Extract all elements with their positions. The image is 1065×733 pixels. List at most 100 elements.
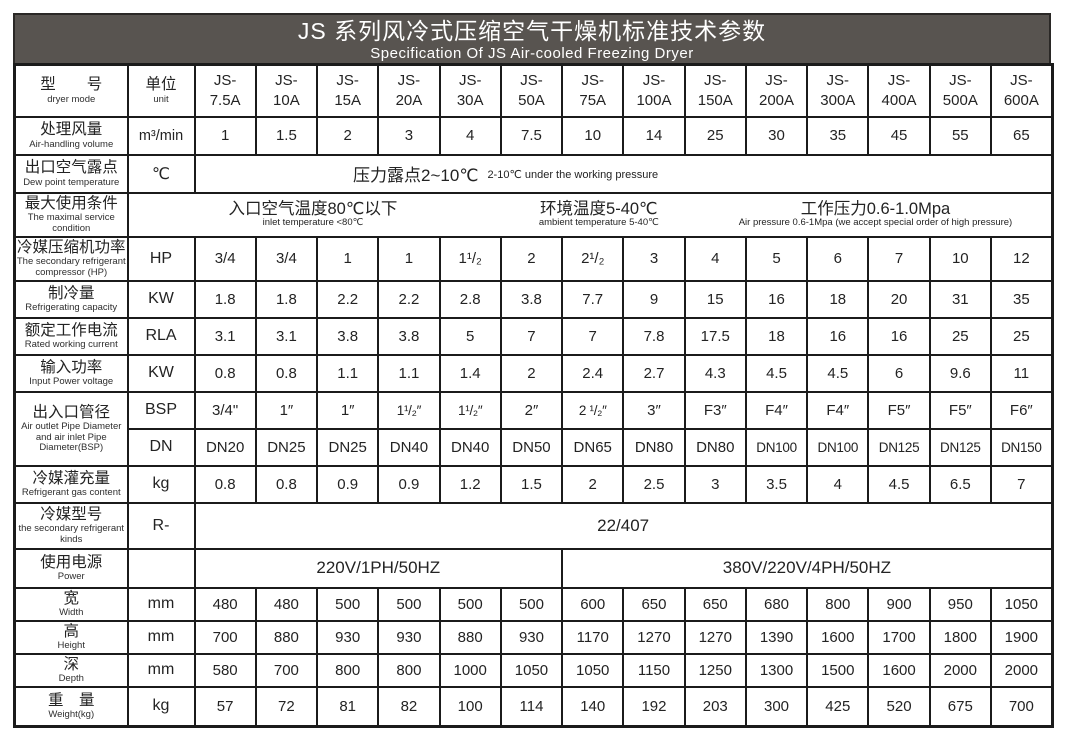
span-text-en: 2-10℃ under the working pressure: [487, 169, 659, 181]
row-power_supply: 使用电源 Power 220V/1PH/50HZ 380V/220V/4PH/50HZ: [13, 547, 1054, 589]
cell-compressor_power-0: 3/4: [193, 235, 257, 282]
cell-refrigerant_charge-9: 3.5: [744, 464, 809, 504]
model-prefix: JS-: [642, 72, 666, 90]
cell-refrigerant_charge-0: 0.8: [193, 464, 257, 504]
model-prefix: JS-: [458, 72, 482, 90]
cell-refrigerant_charge-7: 2.5: [622, 464, 686, 504]
cell-height-2: 930: [316, 619, 380, 655]
cell-depth-3: 800: [377, 652, 441, 688]
model-prefix: JS-: [765, 72, 788, 90]
row-unit-pipe_diameter-bsp: BSP: [126, 390, 196, 430]
page-title-en: Specification Of JS Air-cooled Freezing …: [370, 45, 694, 62]
cell-width-5: 500: [499, 586, 564, 622]
cell-input_power-8: 4.3: [683, 353, 747, 393]
model-column-header-4: JS- 30A: [438, 63, 502, 118]
span-cell-refrigerant_kind: 22/407: [193, 501, 1054, 550]
model-column-header-3: JS- 20A: [377, 63, 441, 118]
cell-depth-11: 1600: [867, 652, 931, 688]
cell-pipe_diameter-bsp-7: 3″: [622, 390, 686, 430]
cell-width-13: 1050: [989, 586, 1054, 622]
cell-pipe_diameter-bsp-2: 1″: [316, 390, 380, 430]
row-label-en: The maximal service condition: [27, 212, 115, 234]
cell-input_power-13: 11: [989, 353, 1054, 393]
row-label-zh: 出入口管径: [32, 403, 110, 421]
row-unit-dew_point: ℃: [126, 153, 196, 194]
cell-input_power-9: 4.5: [744, 353, 809, 393]
cell-weight-2: 81: [316, 685, 380, 728]
cell-width-12: 950: [928, 586, 992, 622]
cell-compressor_power-5: 2: [499, 235, 564, 282]
cell-refrigerant_charge-3: 0.9: [377, 464, 441, 504]
cell-depth-10: 1500: [806, 652, 870, 688]
row-unit-width: mm: [126, 586, 196, 622]
cell-input_power-11: 6: [867, 353, 931, 393]
cell-width-8: 650: [683, 586, 747, 622]
cell-compressor_power-13: 12: [989, 235, 1054, 282]
row-weight: 重 量 Weight(kg) kg 57 72 81 82 100 114 140 192 203 30…: [13, 685, 1054, 728]
cell-rated_current-10: 16: [806, 316, 870, 356]
cell-input_power-7: 2.7: [622, 353, 686, 393]
row-label-zh: 高: [63, 622, 79, 640]
row-label-zh: 额定工作电流: [24, 321, 118, 339]
span-content: 压力露点2~10℃ 2-10℃ under the working pressur…: [196, 161, 1050, 186]
cell-height-13: 1900: [989, 619, 1054, 655]
row-label-en: Rated working current: [24, 339, 118, 351]
cell-refrigerating_capacity-3: 2.2: [377, 279, 441, 319]
cell-depth-5: 1050: [499, 652, 564, 688]
cell-pipe_diameter-dn-0: DN20: [193, 427, 257, 467]
cell-height-7: 1270: [622, 619, 686, 655]
row-label-max_condition: 最大使用条件 The maximal service condition: [13, 191, 129, 238]
cell-compressor_power-4: 1¹/₂: [438, 235, 502, 282]
cell-air_volume-2: 2: [316, 115, 380, 156]
model-column-header-0: JS- 7.5A: [193, 63, 257, 118]
model-prefix: JS-: [1010, 72, 1033, 90]
conditions-cell: 入口空气温度80℃以下 inlet temperature <80℃ 环境温度5-4…: [126, 191, 1054, 238]
header-unit-en: unit: [153, 93, 169, 105]
row-label-zh: 最大使用条件: [24, 195, 118, 213]
model-prefix: JS-: [520, 72, 543, 90]
header-unit-label: 单位 unit: [126, 63, 196, 118]
row-label-en: Air-handling volume: [29, 138, 114, 150]
cell-air_volume-7: 14: [622, 115, 686, 156]
model-prefix: JS-: [275, 72, 298, 90]
row-label-input_power: 输入功率 Input Power voltage: [13, 353, 129, 393]
cell-refrigerating_capacity-7: 9: [622, 279, 686, 319]
cell-pipe_diameter-dn-9: DN100: [744, 427, 809, 467]
model-column-header-5: JS- 50A: [499, 63, 564, 118]
condition-item-2: 工作压力0.6-1.0Mpa Air pressure 0.6-1Mpa (we …: [700, 200, 1050, 229]
cell-pipe_diameter-bsp-5: 2″: [499, 390, 564, 430]
row-label-rated_current: 额定工作电流 Rated working current: [13, 316, 129, 356]
cell-rated_current-7: 7.8: [622, 316, 686, 356]
cell-refrigerant_charge-13: 7: [989, 464, 1054, 504]
cell-refrigerant_charge-6: 2: [561, 464, 625, 504]
cell-width-4: 500: [438, 586, 502, 622]
cell-air_volume-3: 3: [377, 115, 441, 156]
cell-weight-8: 203: [683, 685, 747, 728]
cell-air_volume-8: 25: [683, 115, 747, 156]
condition-item-1: 环境温度5-40℃ ambient temperature 5-40℃: [497, 200, 700, 229]
cell-refrigerating_capacity-1: 1.8: [254, 279, 319, 319]
cell-depth-12: 2000: [928, 652, 992, 688]
cell-refrigerant_charge-11: 4.5: [867, 464, 931, 504]
cell-rated_current-13: 25: [989, 316, 1054, 356]
header-row: 型 号 dryer mode 单位 unit JS- 7.5A JS- 10A JS- 15A JS…: [13, 63, 1054, 118]
header-model-label: 型 号 dryer mode: [13, 63, 129, 118]
row-unit-refrigerant_kind: R-: [126, 501, 196, 550]
cell-refrigerating_capacity-0: 1.8: [193, 279, 257, 319]
cell-pipe_diameter-bsp-1: 1″: [254, 390, 319, 430]
cell-height-12: 1800: [928, 619, 992, 655]
table-title-bar: JS 系列风冷式压缩空气干燥机标准技术参数 Specification Of J…: [13, 13, 1051, 63]
condition-en: inlet temperature <80℃: [262, 217, 364, 229]
cell-input_power-4: 1.4: [438, 353, 502, 393]
cell-compressor_power-3: 1: [377, 235, 441, 282]
row-label-zh: 深: [63, 655, 79, 673]
row-refrigerant_kind: 冷媒型号 the secondary refrigerant kinds R- 22/…: [13, 501, 1054, 550]
cell-refrigerating_capacity-9: 16: [744, 279, 809, 319]
cell-pipe_diameter-bsp-0: 3/4": [193, 390, 257, 430]
cell-weight-7: 192: [622, 685, 686, 728]
row-air_volume: 处理风量 Air-handling volume m³/min 1 1.5 2 3 4 7.5 1…: [13, 115, 1054, 156]
cell-height-11: 1700: [867, 619, 931, 655]
page-title-zh: JS 系列风冷式压缩空气干燥机标准技术参数: [297, 18, 767, 44]
cell-pipe_diameter-bsp-13: F6″: [989, 390, 1054, 430]
model-size: 20A: [395, 91, 423, 109]
